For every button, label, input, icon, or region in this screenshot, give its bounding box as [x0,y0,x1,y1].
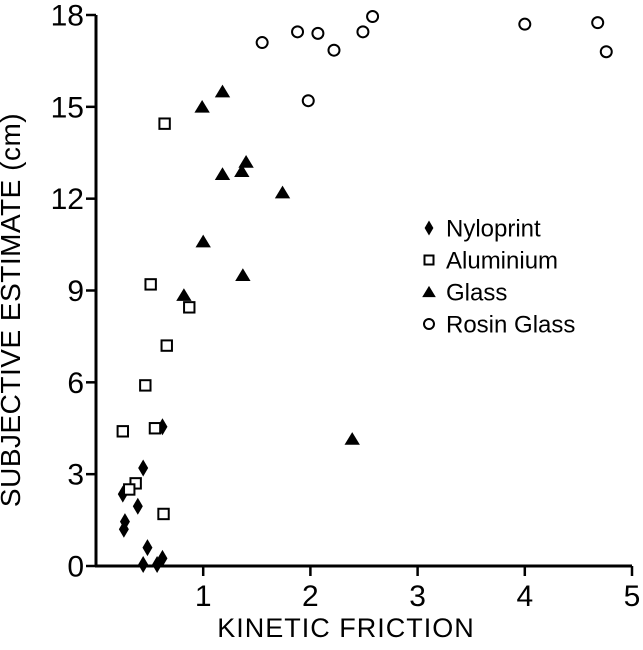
legend: Nyloprint Aluminium Glass Rosin Glass [422,216,575,339]
point-open-circle [255,36,269,50]
point-filled-diamond [142,539,153,557]
series-rosin-glass [255,10,613,108]
y-tick-label: 18 [51,0,84,33]
x-tick-label: 5 [624,580,641,613]
point-filled-triangle [214,167,231,181]
point-open-square [116,425,129,438]
point-open-circle [311,26,325,40]
x-axis-title: KINETIC FRICTION [217,613,475,643]
point-filled-diamond [132,497,143,515]
legend-label: Glass [446,280,507,307]
y-tick-label: 12 [51,183,84,216]
point-open-circle [518,17,532,31]
point-open-circle [356,25,370,39]
legend-item: Glass [422,280,507,307]
series-aluminium [116,117,196,521]
y-tick-label: 0 [67,551,84,584]
point-filled-triangle [194,99,210,113]
point-filled-diamond [138,555,149,573]
point-open-square [183,301,196,314]
y-axis-title: SUBJECTIVE ESTIMATE (cm) [0,113,26,507]
point-open-square [160,339,173,352]
point-filled-triangle [195,234,211,248]
point-filled-triangle [274,185,291,199]
legend-label: Aluminium [446,248,558,275]
y-tick-label: 9 [67,275,84,308]
point-open-circle [599,45,613,59]
point-open-square [139,379,152,392]
point-filled-diamond [118,520,129,538]
point-filled-diamond [152,555,163,573]
legend-label: Nyloprint [446,216,541,243]
series-glass [176,84,360,445]
y-tick-label: 3 [67,459,84,492]
legend-item: Rosin Glass [423,312,575,339]
legend-filled-triangle-icon [422,285,436,298]
point-filled-triangle [234,164,250,177]
x-tick-label: 1 [195,580,212,613]
y-tick-label: 6 [67,367,84,400]
point-open-circle [291,25,305,39]
x-tick-label: 3 [409,580,426,613]
point-open-square [144,278,157,291]
point-filled-triangle [235,268,251,282]
point-open-circle [301,94,315,108]
legend-filled-diamond-icon [424,220,434,236]
point-open-square [123,483,136,496]
legend-item: Nyloprint [424,216,541,243]
legend-label: Rosin Glass [446,312,575,339]
point-filled-triangle [238,155,254,168]
point-filled-diamond [138,459,149,477]
point-open-circle [591,16,605,30]
series-nyloprint [117,418,168,573]
point-filled-triangle [214,84,231,98]
x-tick-label: 2 [302,580,319,613]
point-filled-triangle [176,288,192,301]
legend-item: Aluminium [423,248,558,275]
axes-layer [86,13,634,576]
x-tick-label: 4 [516,580,533,613]
point-open-circle [327,43,341,57]
data-points-layer [116,10,613,573]
legend-open-circle-icon [423,318,435,330]
point-filled-triangle [344,432,360,445]
point-open-square [148,422,162,435]
legend-open-square-icon [423,254,435,266]
point-open-circle [366,10,380,24]
point-open-square [158,117,171,130]
point-open-square [157,507,170,521]
y-tick-label: 15 [51,91,84,124]
